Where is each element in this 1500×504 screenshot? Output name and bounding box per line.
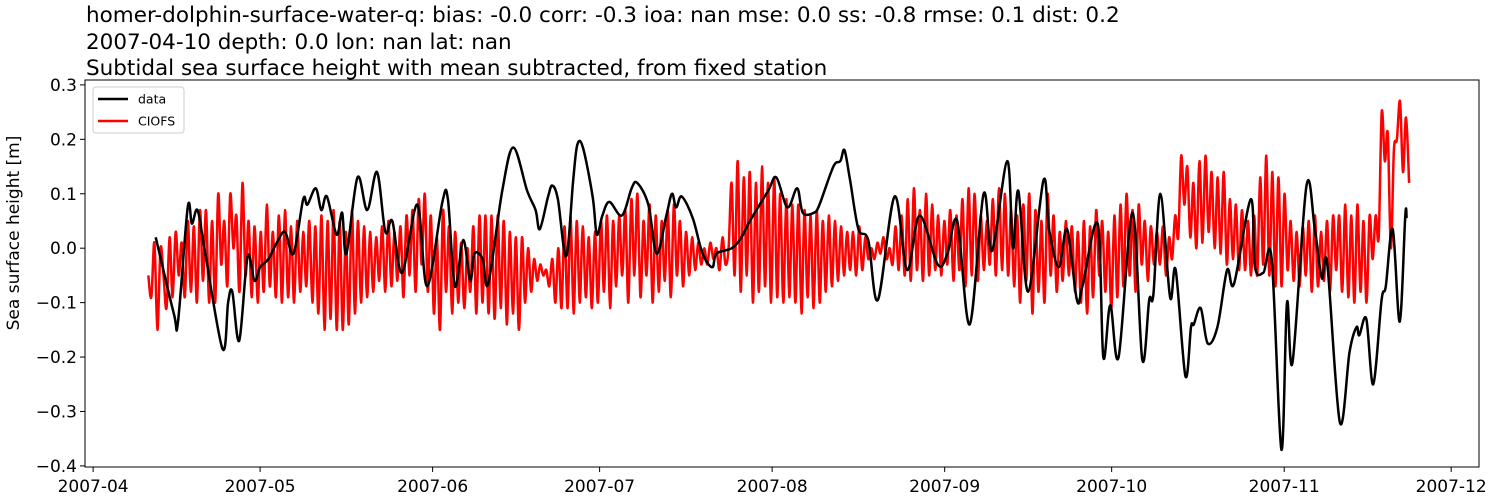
x-tick-label: 2007-07 — [564, 477, 635, 497]
y-tick-label: 0.1 — [50, 185, 77, 205]
x-tick-label: 2007-11 — [1249, 477, 1320, 497]
x-tick-label: 2007-12 — [1416, 477, 1487, 497]
x-tick-label: 2007-05 — [225, 477, 296, 497]
title-line-1: homer-dolphin-surface-water-q: bias: -0.… — [86, 3, 1120, 28]
y-tick-label: 0.0 — [50, 239, 77, 259]
x-tick-label: 2007-04 — [58, 477, 129, 497]
y-tick-label: 0.2 — [50, 130, 77, 150]
legend: data CIOFS — [92, 86, 185, 134]
y-tick-label: 0.3 — [50, 76, 77, 96]
y-axis-label: Sea surface height [m] — [4, 136, 24, 331]
y-tick-label: −0.1 — [36, 294, 77, 314]
x-tick-label: 2007-06 — [397, 477, 468, 497]
y-tick-label: −0.2 — [36, 348, 77, 368]
series-line-data — [154, 139, 1408, 451]
title-line-3: Subtidal sea surface height with mean su… — [86, 56, 827, 81]
y-tick-label: −0.4 — [36, 457, 77, 477]
x-tick-label: 2007-09 — [909, 477, 980, 497]
x-tick-label: 2007-10 — [1076, 477, 1147, 497]
legend-label-ciofs: CIOFS — [138, 114, 175, 129]
legend-label-data: data — [138, 92, 166, 107]
x-axis: 2007-04 2007-05 2007-06 2007-07 2007-08 2007-… — [58, 467, 1487, 497]
series-line-ciofs — [147, 99, 1411, 332]
y-tick-label: −0.3 — [36, 402, 77, 422]
x-tick-label: 2007-08 — [737, 477, 808, 497]
plot-area-frame — [84, 79, 1480, 468]
title-line-2: 2007-04-10 depth: 0.0 lon: nan lat: nan — [86, 30, 512, 55]
y-axis: 0.3 0.2 0.1 0.0 −0.1 −0.2 −0.3 −0.4 — [36, 76, 85, 477]
series-layer — [147, 99, 1411, 451]
